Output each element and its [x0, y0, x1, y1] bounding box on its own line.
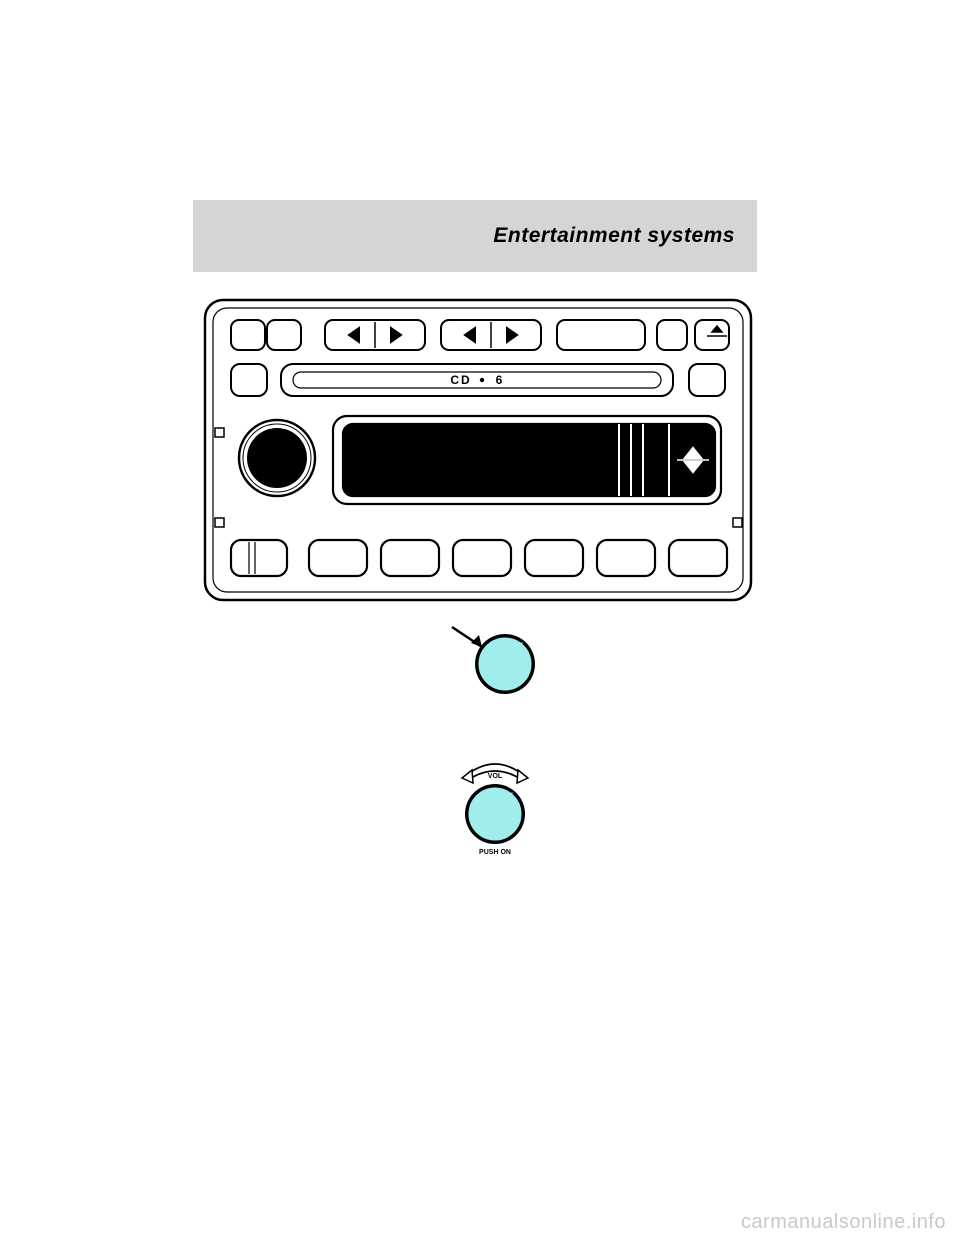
radio-illustration: CD 6: [203, 298, 753, 602]
svg-text:CD: CD: [450, 373, 471, 387]
knob-push-illustration: [450, 619, 540, 709]
section-header: Entertainment systems: [193, 200, 757, 272]
knob-bottom-label: PUSH ON: [479, 849, 511, 856]
knob-top-label: VOL: [488, 773, 503, 780]
manual-page: Entertainment systems: [0, 0, 960, 1242]
section-title: Entertainment systems: [493, 224, 735, 248]
knob-rotate-illustration: VOL PUSH ON: [450, 756, 540, 866]
svg-text:6: 6: [496, 373, 503, 387]
watermark-text: carmanualsonline.info: [741, 1211, 946, 1234]
